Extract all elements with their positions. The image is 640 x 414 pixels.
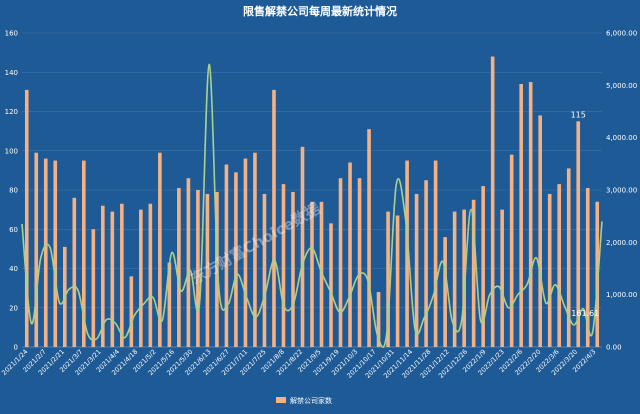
- x-axis-labels: 2021/1/242021/2/72021/2/212021/3/72021/3…: [0, 348, 597, 380]
- bar: [186, 178, 191, 347]
- bar: [72, 197, 77, 347]
- bar: [177, 188, 181, 347]
- bar: [329, 223, 333, 347]
- bar: [291, 191, 295, 347]
- line-series: [21, 63, 603, 348]
- bar: [538, 115, 543, 347]
- y-right-tick-label: 2,000.00: [606, 239, 637, 247]
- bar: [243, 158, 248, 347]
- bar: [367, 129, 371, 347]
- bar: [519, 84, 523, 348]
- grid: [22, 32, 602, 348]
- y-right-tick-label: 4,000.00: [606, 134, 637, 142]
- bar: [405, 160, 409, 347]
- y-axis-right: 0.00 1,000.00 2,000.00 3,000.00 4,000.00 5,00…: [606, 30, 637, 352]
- data-label: 115: [571, 110, 586, 119]
- bar: [595, 201, 600, 347]
- bar: [528, 82, 533, 347]
- bar: [272, 89, 276, 347]
- legend: 解禁公司家数: [276, 396, 332, 405]
- bar: [509, 154, 514, 347]
- bar: [395, 215, 400, 347]
- bar: [585, 188, 590, 347]
- y-left-tick-label: 60: [9, 226, 18, 234]
- bar: [253, 152, 257, 347]
- bar: [167, 262, 172, 347]
- bar: [262, 193, 267, 347]
- bar: [34, 152, 39, 347]
- bar: [281, 184, 286, 347]
- bar: [547, 193, 552, 347]
- bar: [443, 237, 447, 347]
- bar: [120, 203, 124, 347]
- bar: [139, 209, 143, 347]
- y-axis-left: 0 20 40 60 80 100 120 140 160: [5, 30, 18, 352]
- bar: [224, 164, 229, 347]
- bar: [414, 193, 419, 347]
- y-left-tick-label: 0: [14, 344, 18, 352]
- bar: [81, 160, 86, 347]
- bar: [101, 205, 105, 347]
- y-left-tick-label: 140: [5, 69, 18, 77]
- bar: [471, 199, 476, 347]
- bar: [452, 211, 457, 347]
- bar: [338, 178, 343, 347]
- bar: [234, 172, 238, 347]
- bar: [205, 193, 210, 347]
- y-right-tick-label: 3,000.00: [606, 187, 637, 195]
- bar: [148, 203, 153, 347]
- bar: [376, 292, 381, 347]
- bar: [566, 168, 571, 347]
- bar: [158, 152, 162, 347]
- bar: [348, 162, 352, 347]
- bar: [357, 178, 362, 347]
- bar: [310, 201, 314, 347]
- y-left-tick-label: 20: [9, 304, 18, 312]
- y-right-tick-label: 0.00: [606, 344, 622, 352]
- annotations: 115 161.61: [571, 110, 600, 318]
- bar: [24, 89, 29, 347]
- data-label: 161.61: [571, 309, 599, 318]
- y-right-tick-label: 6,000.00: [606, 30, 637, 38]
- bar: [433, 160, 438, 347]
- y-left-tick-label: 160: [5, 30, 18, 38]
- y-left-tick-label: 40: [9, 265, 18, 273]
- bar: [300, 146, 305, 347]
- y-right-tick-label: 5,000.00: [606, 82, 637, 90]
- bar: [43, 158, 48, 347]
- bar: [386, 211, 390, 347]
- legend-label: 解禁公司家数: [290, 396, 332, 405]
- bar: [481, 186, 485, 347]
- bar: [557, 184, 562, 347]
- bar: [490, 56, 495, 348]
- bar: [53, 160, 58, 347]
- bar: [91, 229, 96, 347]
- y-right-tick-label: 1,000.00: [606, 291, 637, 299]
- bar: [462, 209, 466, 347]
- bar: [500, 209, 504, 347]
- bar: [110, 211, 115, 347]
- bar: [196, 190, 200, 347]
- legend-swatch: [276, 397, 286, 403]
- bar-series: [24, 56, 600, 348]
- bar: [424, 180, 428, 347]
- y-left-tick-label: 100: [5, 147, 18, 155]
- bar: [129, 276, 134, 347]
- y-left-tick-label: 120: [5, 108, 18, 116]
- chart-title: 限售解禁公司每周最新统计情况: [243, 4, 397, 18]
- y-left-tick-label: 80: [9, 187, 18, 195]
- bar: [576, 121, 581, 347]
